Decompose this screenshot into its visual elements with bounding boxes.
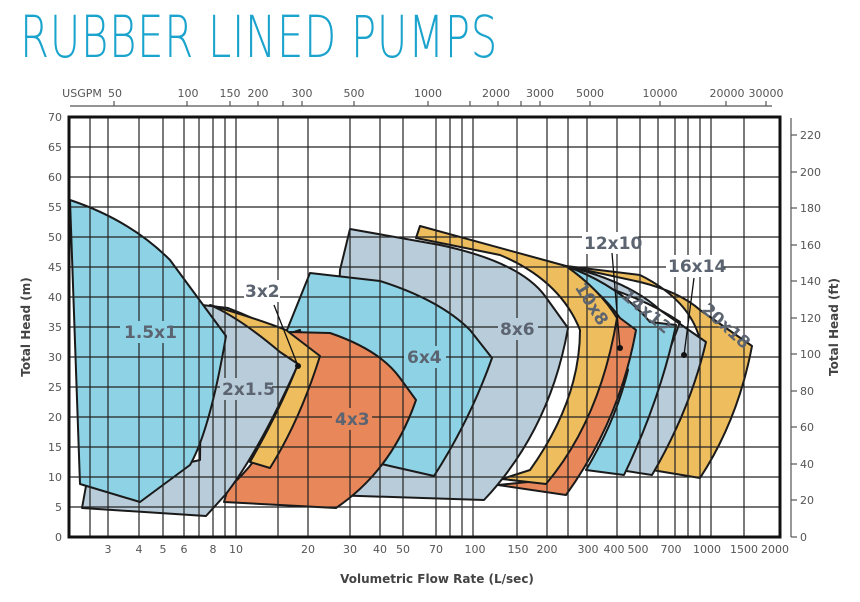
svg-text:15: 15 <box>48 441 62 454</box>
svg-text:80: 80 <box>800 385 814 398</box>
svg-text:30: 30 <box>48 351 62 364</box>
svg-text:500: 500 <box>628 543 649 556</box>
svg-text:180: 180 <box>800 202 821 215</box>
svg-text:4: 4 <box>136 543 143 556</box>
label-4x3: 4x3 <box>335 410 370 430</box>
svg-text:40: 40 <box>373 543 387 556</box>
svg-text:3000: 3000 <box>526 87 554 100</box>
svg-text:60: 60 <box>800 421 814 434</box>
svg-text:5000: 5000 <box>576 87 604 100</box>
svg-text:5: 5 <box>160 543 167 556</box>
svg-text:0: 0 <box>55 531 62 544</box>
svg-text:8: 8 <box>210 543 217 556</box>
bottom-axis-title: Volumetric Flow Rate (L/sec) <box>340 572 534 586</box>
svg-text:10000: 10000 <box>643 87 678 100</box>
svg-text:50: 50 <box>108 87 122 100</box>
svg-text:200: 200 <box>537 543 558 556</box>
svg-text:30000: 30000 <box>749 87 784 100</box>
label-1.5x1: 1.5x1 <box>124 323 177 343</box>
svg-text:100: 100 <box>465 543 486 556</box>
svg-text:0: 0 <box>800 531 807 544</box>
label-6x4: 6x4 <box>407 348 442 368</box>
svg-text:300: 300 <box>578 543 599 556</box>
svg-text:20000: 20000 <box>710 87 745 100</box>
svg-text:2000: 2000 <box>761 543 789 556</box>
svg-text:100: 100 <box>178 87 199 100</box>
svg-text:1500: 1500 <box>730 543 758 556</box>
svg-text:20: 20 <box>301 543 315 556</box>
svg-text:35: 35 <box>48 321 62 334</box>
label-knockouts <box>244 232 722 302</box>
grid-lines <box>69 117 780 537</box>
svg-text:25: 25 <box>48 381 62 394</box>
left-axis-title: Total Head (m) <box>19 277 33 376</box>
svg-text:2000: 2000 <box>482 87 510 100</box>
svg-text:140: 140 <box>800 275 821 288</box>
svg-text:500: 500 <box>344 87 365 100</box>
svg-text:40: 40 <box>800 458 814 471</box>
svg-text:40: 40 <box>48 291 62 304</box>
svg-text:20: 20 <box>800 494 814 507</box>
svg-text:10: 10 <box>229 543 243 556</box>
svg-text:3: 3 <box>105 543 112 556</box>
svg-text:55: 55 <box>48 201 62 214</box>
svg-text:220: 220 <box>800 129 821 142</box>
svg-text:60: 60 <box>48 171 62 184</box>
leader-lines <box>273 252 695 367</box>
svg-text:6: 6 <box>181 543 188 556</box>
svg-text:70: 70 <box>48 111 62 124</box>
svg-text:45: 45 <box>48 261 62 274</box>
label-2x1.5: 2x1.5 <box>222 380 275 400</box>
top-axis-unit: USGPM <box>62 87 102 100</box>
svg-text:100: 100 <box>800 348 821 361</box>
svg-text:10: 10 <box>48 471 62 484</box>
label-16x14: 16x14 <box>668 257 726 277</box>
svg-text:1000: 1000 <box>414 87 442 100</box>
right-axis-title: Total Head (ft) <box>827 278 841 376</box>
svg-text:150: 150 <box>508 543 529 556</box>
svg-text:150: 150 <box>220 87 241 100</box>
svg-text:50: 50 <box>396 543 410 556</box>
svg-text:400: 400 <box>604 543 625 556</box>
svg-text:30: 30 <box>343 543 357 556</box>
svg-text:200: 200 <box>800 166 821 179</box>
svg-text:120: 120 <box>800 312 821 325</box>
svg-text:65: 65 <box>48 141 62 154</box>
label-12x10: 12x10 <box>584 234 642 254</box>
top-axis: USGPM 50 100 150 200 300 500 1000 2000 3… <box>62 87 784 107</box>
svg-text:200: 200 <box>248 87 269 100</box>
region-16x14 <box>565 265 707 476</box>
svg-text:300: 300 <box>292 87 313 100</box>
right-axis: 0 20 40 60 80 100 120 140 160 180 200 22… <box>790 118 841 544</box>
svg-text:20: 20 <box>48 411 62 424</box>
svg-text:70: 70 <box>429 543 443 556</box>
bottom-axis-ticks: 3 4 5 6 8 10 20 30 40 50 70 100 150 200 … <box>105 543 790 556</box>
label-8x6: 8x6 <box>500 320 535 340</box>
page-title: RUBBER LINED PUMPS <box>20 3 499 71</box>
svg-text:50: 50 <box>48 231 62 244</box>
svg-text:160: 160 <box>800 239 821 252</box>
left-axis-ticks: 0 5 10 15 20 25 30 35 40 45 50 55 60 65 … <box>48 111 62 544</box>
svg-text:700: 700 <box>661 543 682 556</box>
svg-text:1000: 1000 <box>693 543 721 556</box>
svg-text:5: 5 <box>55 501 62 514</box>
label-3x2: 3x2 <box>245 282 280 302</box>
plot-frame <box>67 115 782 539</box>
